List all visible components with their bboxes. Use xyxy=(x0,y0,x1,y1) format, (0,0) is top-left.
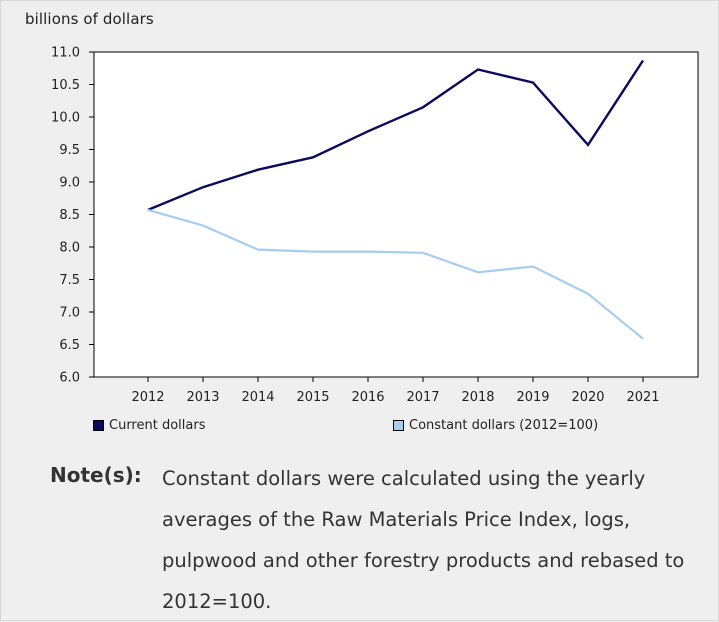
x-tick-label: 2019 xyxy=(516,390,549,405)
x-axis: 2012 2013 2014 2015 2016 2017 2018 2019 2020 2021 xyxy=(131,377,659,405)
y-tick-label: 6.5 xyxy=(59,338,80,353)
line-chart: 6.0 6.5 7.0 7.5 8.0 8.5 9.0 9.5 10.0 10.5 11.0 201… xyxy=(0,0,719,460)
y-tick-label: 6.0 xyxy=(59,371,80,386)
x-tick-label: 2018 xyxy=(461,390,494,405)
y-tick-label: 8.0 xyxy=(59,241,80,256)
y-tick-label: 7.5 xyxy=(59,273,80,288)
x-tick-label: 2016 xyxy=(351,390,384,405)
legend-label-constant: Constant dollars (2012=100) xyxy=(409,418,598,433)
legend-label-current: Current dollars xyxy=(109,418,205,433)
y-tick-label: 9.5 xyxy=(59,143,80,158)
legend-swatch-constant xyxy=(393,420,404,431)
y-tick-label: 8.5 xyxy=(59,208,80,223)
plot-area xyxy=(94,52,698,377)
x-tick-label: 2014 xyxy=(241,390,274,405)
y-tick-label: 11.0 xyxy=(51,46,80,61)
note-text: Constant dollars were calculated using t… xyxy=(162,458,692,622)
x-tick-label: 2013 xyxy=(186,390,219,405)
x-tick-label: 2017 xyxy=(406,390,439,405)
y-tick-label: 7.0 xyxy=(59,306,80,321)
note-label: Note(s): xyxy=(50,463,142,487)
y-tick-label: 10.0 xyxy=(51,111,80,126)
x-tick-label: 2015 xyxy=(296,390,329,405)
legend-item-constant-dollars: Constant dollars (2012=100) xyxy=(393,418,598,433)
legend-swatch-current xyxy=(93,420,104,431)
y-axis: 6.0 6.5 7.0 7.5 8.0 8.5 9.0 9.5 10.0 10.5 11.0 xyxy=(51,46,94,386)
x-tick-label: 2012 xyxy=(131,390,164,405)
y-tick-label: 10.5 xyxy=(51,78,80,93)
x-tick-label: 2020 xyxy=(571,390,604,405)
x-tick-label: 2021 xyxy=(626,390,659,405)
y-tick-label: 9.0 xyxy=(59,176,80,191)
legend-item-current-dollars: Current dollars xyxy=(93,418,205,433)
